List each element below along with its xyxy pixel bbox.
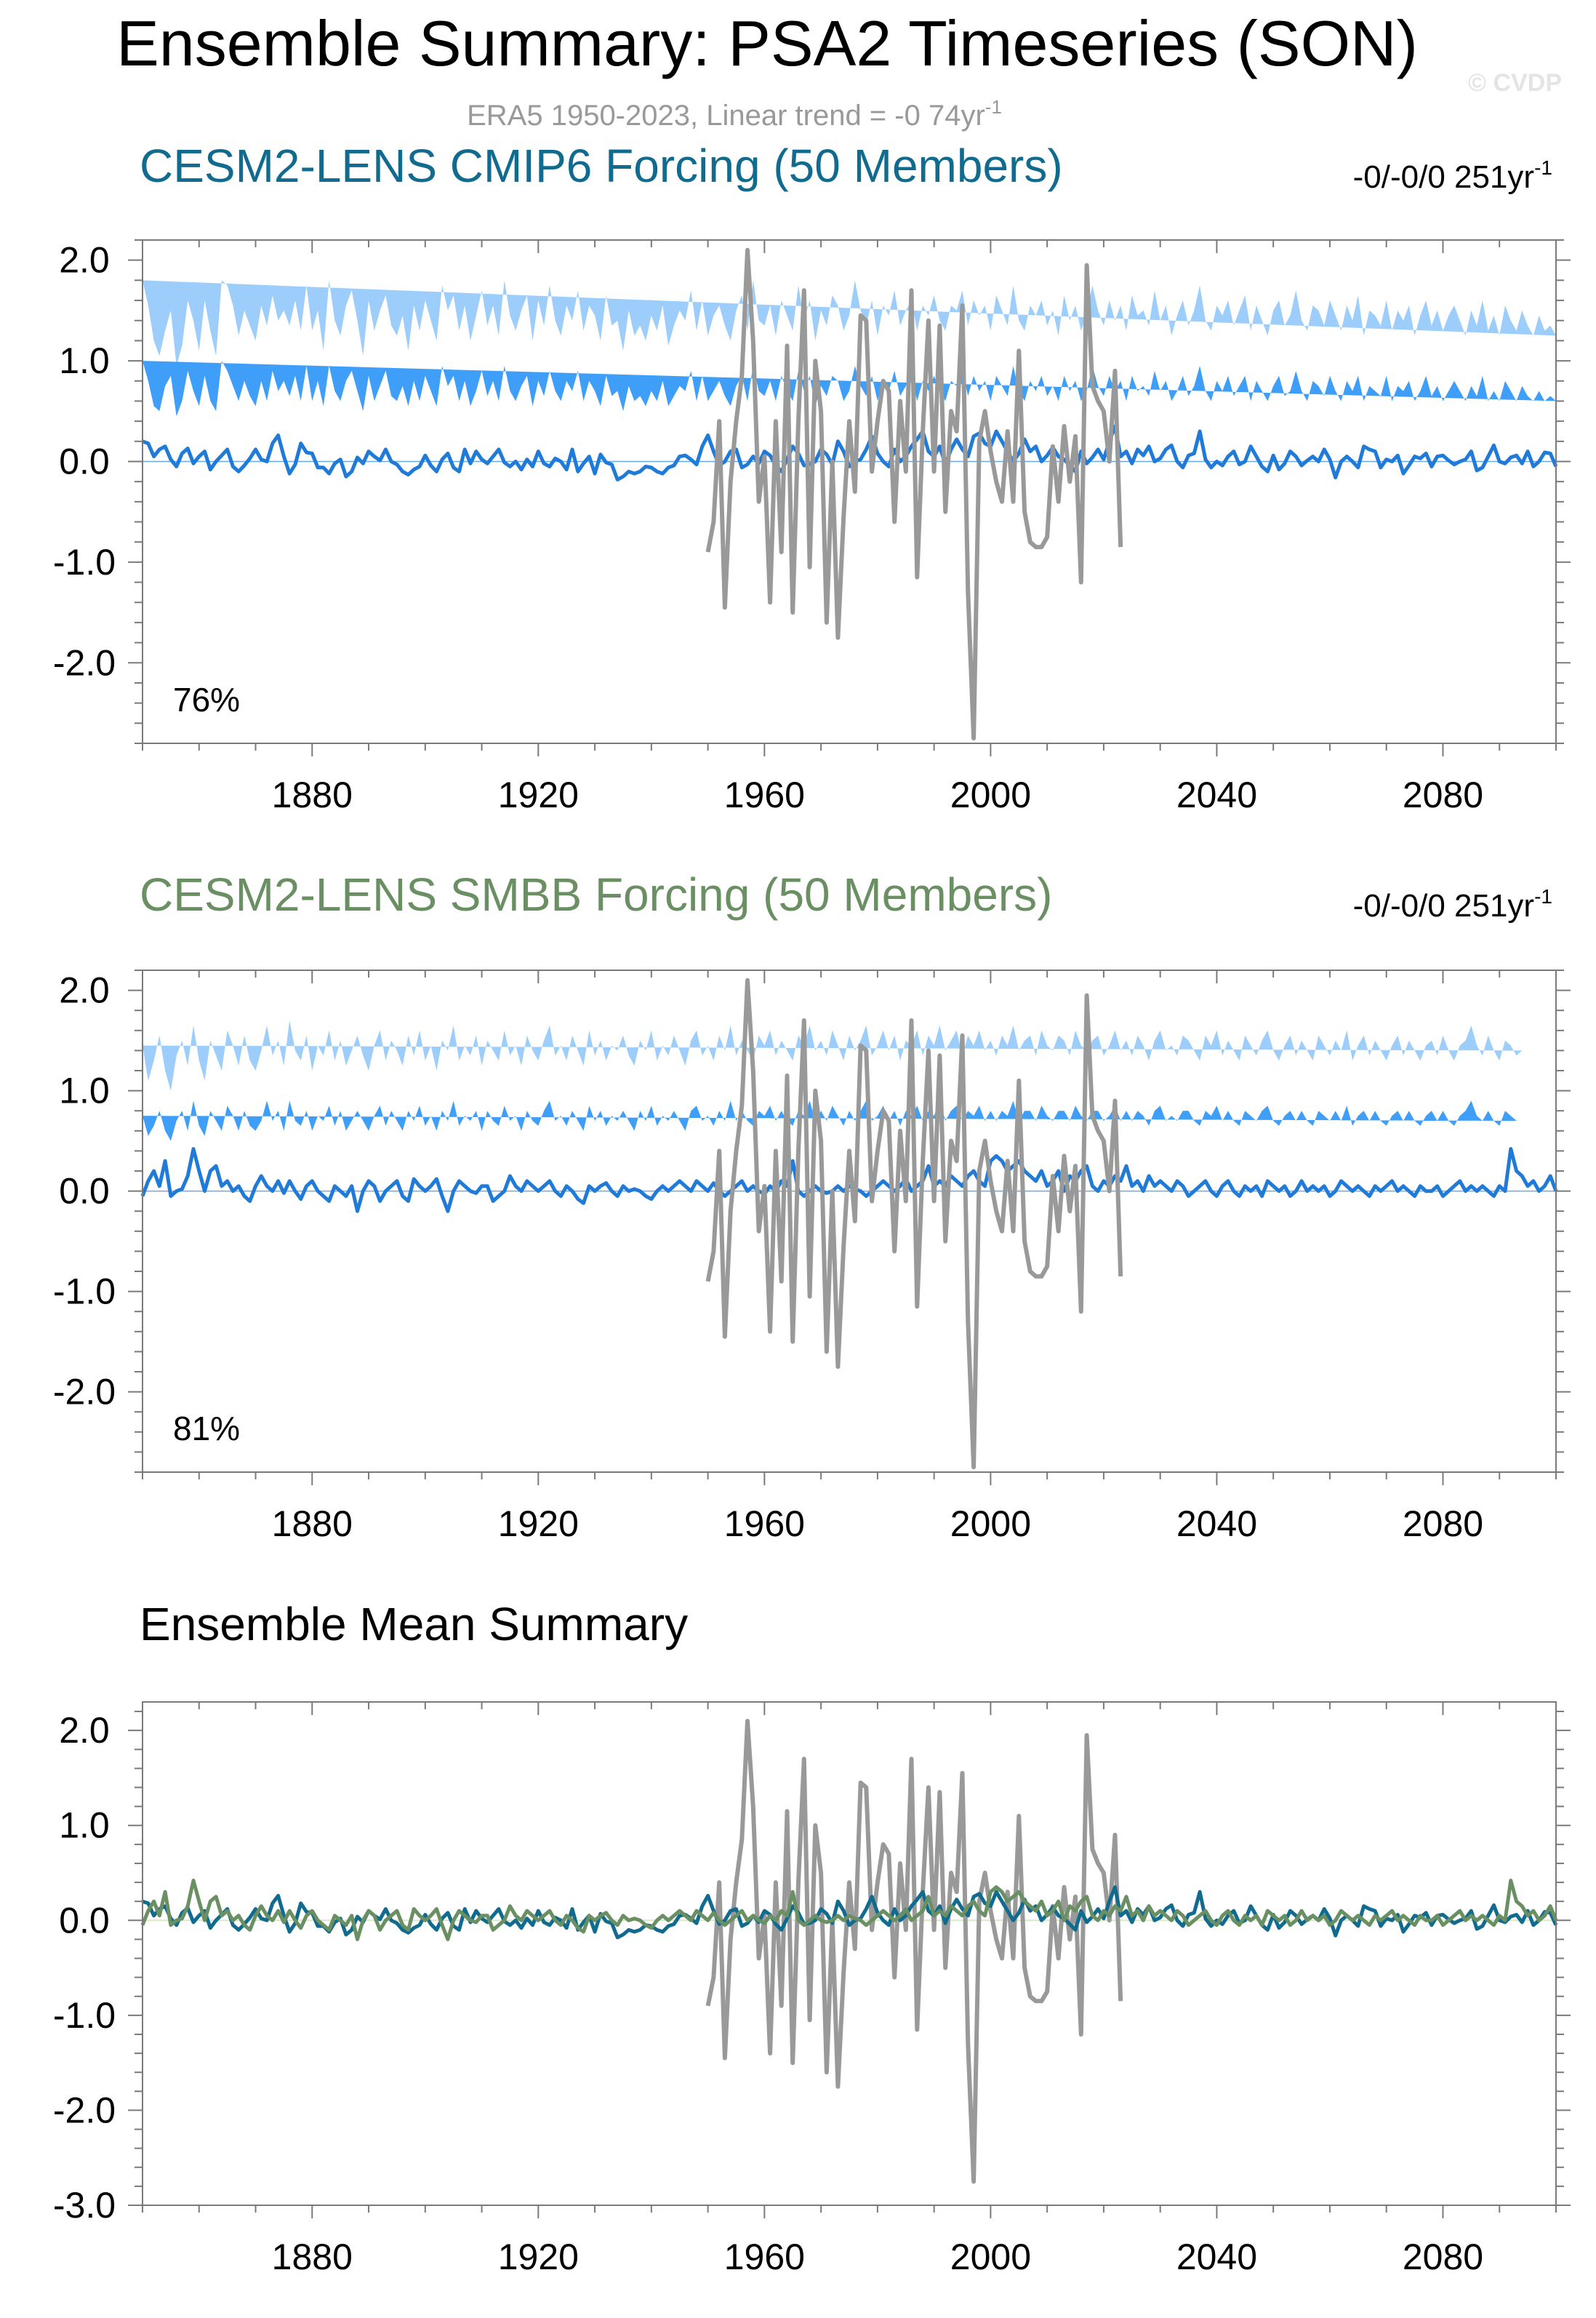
y-tick-label: 1.0 (59, 340, 110, 381)
page-title: Ensemble Summary: PSA2 Timeseries (SON) (116, 7, 1418, 79)
trend-label-sup: -1 (1534, 885, 1552, 908)
y-tick-label: 0.0 (59, 1171, 110, 1212)
x-tick-label: 2000 (950, 2237, 1031, 2277)
plot-area: 1880 1920 1960 2000 2040 2080 2.0 1.0 0.0 -1.0 -2.… (53, 239, 1571, 815)
watermark: © CVDP (1468, 69, 1562, 97)
y-tick-label: -2.0 (53, 1372, 116, 1412)
plot-frame (142, 970, 1557, 1473)
x-tick-label: 1920 (498, 775, 579, 815)
inner-spread-band (143, 1100, 1523, 1141)
obs-subtitle-text: ERA5 1950-2023, Linear trend = -0 74yr (467, 100, 985, 132)
trend-label-sup: -1 (1534, 156, 1552, 179)
smbb-mean-line (140, 1879, 1558, 1941)
y-tick-label: 2.0 (59, 970, 110, 1011)
y-tick-label: 0.0 (59, 1900, 110, 1941)
x-tick-label: 1920 (498, 1503, 579, 1544)
x-tick-label: 2040 (1176, 2237, 1257, 2277)
x-tick-label: 1880 (272, 1503, 353, 1544)
x-tick-label: 1960 (724, 2237, 805, 2277)
y-tick-label: -2.0 (53, 642, 116, 683)
y-tick-label: 2.0 (59, 1710, 110, 1751)
x-tick-label: 2000 (950, 775, 1031, 815)
plot-frame (142, 239, 1557, 744)
panel-smbb: CESM2-LENS SMBB Forcing (50 Members) -0/… (53, 868, 1571, 1544)
x-tick-label: 2080 (1403, 775, 1483, 815)
x-tick-label: 2000 (950, 1503, 1031, 1544)
observations-line (705, 247, 1123, 741)
plot-area: 1880 1920 1960 2000 2040 2080 2.0 1.0 0.0 -1.0 -2.… (53, 970, 1571, 1544)
x-tick-label: 2040 (1176, 775, 1257, 815)
trend-label: -0/-0/0 251yr-1 (1353, 156, 1552, 195)
y-tick-label: 1.0 (59, 1071, 110, 1111)
x-tick-label: 2080 (1403, 1503, 1483, 1544)
x-tick-label: 1960 (724, 1503, 805, 1544)
observations-line (705, 978, 1123, 1470)
x-tick-label: 1960 (724, 775, 805, 815)
trend-label-text: -0/-0/0 251yr (1353, 888, 1534, 924)
panel-title: Ensemble Mean Summary (140, 1598, 688, 1650)
outer-spread-band (143, 1020, 1523, 1091)
ensemble-mean-line (142, 424, 1558, 481)
x-tick-label: 2040 (1176, 1503, 1257, 1544)
outer-spread-band (143, 280, 1556, 366)
trend-label-text: -0/-0/0 251yr (1353, 159, 1534, 195)
y-tick-label: 0.0 (59, 441, 110, 481)
observations-line (705, 1719, 1123, 2184)
obs-subtitle-sup: -1 (985, 96, 1002, 118)
y-tick-label: 1.0 (59, 1805, 110, 1846)
y-tick-label: 2.0 (59, 240, 110, 281)
y-tick-label: -2.0 (53, 2090, 116, 2130)
panel-title: CESM2-LENS SMBB Forcing (50 Members) (140, 868, 1052, 921)
percent-label: 81% (173, 1410, 240, 1447)
obs-subtitle: ERA5 1950-2023, Linear trend = -0 74yr-1 (467, 96, 1002, 132)
panel-cmip6: CESM2-LENS CMIP6 Forcing (50 Members) -0… (53, 140, 1571, 815)
x-tick-label: 1880 (272, 775, 353, 815)
inner-spread-band (143, 361, 1556, 417)
plot-frame (142, 1701, 1557, 2206)
x-tick-label: 1920 (498, 2237, 579, 2277)
x-tick-label: 1880 (272, 2237, 353, 2277)
panel-ensemble-mean: Ensemble Mean Summary 1880 1920 1960 2000 20… (53, 1598, 1571, 2277)
plot-area: 1880 1920 1960 2000 2040 2080 2.0 1.0 0.0 -1.0 -2.… (53, 1701, 1571, 2277)
y-tick-label: -1.0 (53, 1271, 116, 1312)
percent-label: 76% (173, 681, 240, 719)
panel-title: CESM2-LENS CMIP6 Forcing (50 Members) (140, 140, 1063, 192)
x-tick-label: 2080 (1403, 2237, 1483, 2277)
trend-label: -0/-0/0 251yr-1 (1353, 885, 1552, 924)
y-tick-label: -1.0 (53, 542, 116, 583)
y-tick-label: -1.0 (53, 1995, 116, 2036)
y-tick-label: -3.0 (53, 2185, 116, 2226)
